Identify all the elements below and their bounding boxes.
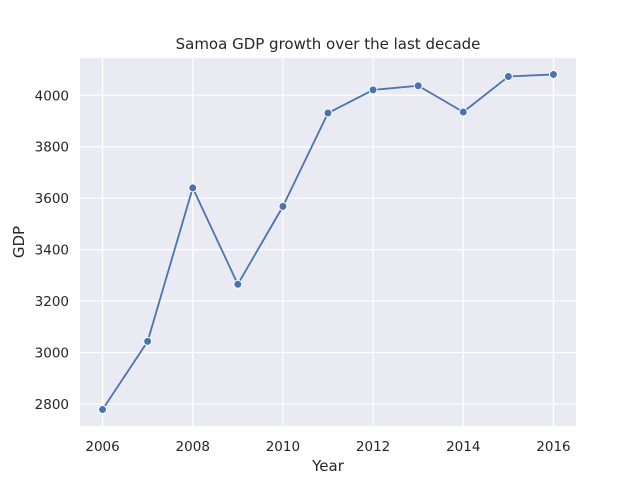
y-tick-label: 3600	[35, 191, 69, 207]
x-tick-label: 2006	[85, 439, 119, 455]
data-point	[413, 81, 423, 91]
x-axis-ticks: 2006 2008 2010 2012 2014 2016	[85, 439, 570, 455]
plot-area	[80, 58, 576, 426]
data-point	[548, 69, 558, 79]
y-tick-label: 3000	[35, 345, 69, 361]
y-axis-ticks: 2800 3000 3200 3400 3600 3800 4000	[35, 88, 69, 413]
x-tick-label: 2016	[536, 439, 570, 455]
data-point	[503, 72, 513, 82]
x-axis-label: Year	[311, 457, 345, 475]
grid	[80, 58, 576, 426]
x-tick-label: 2008	[176, 439, 210, 455]
data-point	[233, 279, 243, 289]
series-layer	[98, 69, 558, 415]
chart-title: Samoa GDP growth over the last decade	[176, 35, 481, 53]
data-point	[98, 405, 108, 415]
y-tick-label: 3400	[35, 243, 69, 259]
x-tick-label: 2010	[266, 439, 300, 455]
data-point	[278, 201, 288, 211]
data-point	[188, 183, 198, 193]
data-point	[368, 85, 378, 95]
y-tick-label: 3200	[35, 294, 69, 310]
x-tick-label: 2014	[446, 439, 480, 455]
y-tick-label: 4000	[35, 88, 69, 104]
data-point	[143, 336, 153, 346]
y-tick-label: 2800	[35, 397, 69, 413]
x-tick-label: 2012	[356, 439, 390, 455]
y-tick-label: 3800	[35, 140, 69, 156]
data-point	[323, 108, 333, 118]
data-point	[458, 107, 468, 117]
y-axis-label: GDP	[10, 226, 28, 258]
